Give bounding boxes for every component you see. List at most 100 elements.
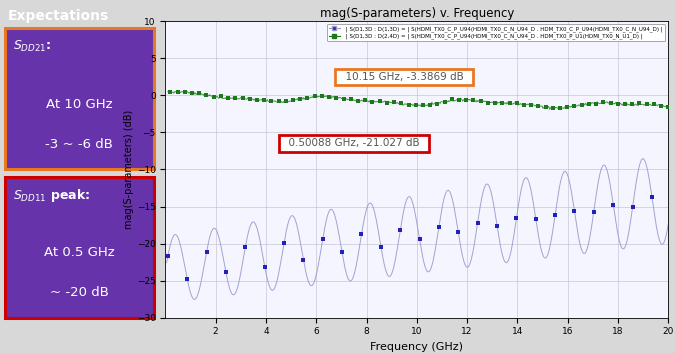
Point (356, 231, 367, 237)
Point (418, 102, 429, 108)
Point (403, 102, 414, 108)
Point (612, 101, 623, 107)
Point (309, 94, 320, 99)
Point (647, 194, 657, 200)
Point (562, 104, 572, 110)
Point (589, 209, 599, 215)
Point (475, 98, 486, 104)
Point (461, 97, 472, 103)
Point (180, 89, 190, 94)
Point (511, 216, 522, 221)
Point (374, 98, 385, 104)
Text: 0.50088 GHz, -21.027 dB: 0.50088 GHz, -21.027 dB (282, 138, 426, 149)
Point (432, 101, 443, 107)
Point (352, 98, 363, 103)
Point (454, 97, 464, 103)
Point (663, 104, 674, 110)
Point (381, 100, 392, 106)
X-axis label: Frequency (GHz): Frequency (GHz) (371, 342, 463, 352)
Text: 10.15 GHz, -3.3869 dB: 10.15 GHz, -3.3869 dB (339, 72, 470, 82)
Point (627, 204, 638, 210)
Title: mag(S-parameters) v. Frequency: mag(S-parameters) v. Frequency (320, 7, 514, 20)
Point (526, 103, 537, 108)
Text: -3 ~ -6 dB: -3 ~ -6 dB (45, 138, 113, 150)
Point (165, 89, 176, 95)
Point (187, 90, 198, 96)
Point (273, 98, 284, 104)
Point (518, 102, 529, 108)
Text: ~ -20 dB: ~ -20 dB (50, 286, 109, 299)
Point (237, 95, 248, 101)
Point (201, 92, 212, 98)
Point (215, 94, 226, 99)
Point (337, 250, 348, 255)
Point (453, 229, 464, 235)
Point (540, 104, 551, 110)
Point (396, 100, 407, 106)
Point (288, 98, 298, 103)
Point (221, 269, 232, 275)
Point (634, 101, 645, 106)
Point (279, 240, 290, 246)
Point (576, 102, 587, 107)
Point (163, 253, 173, 259)
Point (410, 102, 421, 108)
Point (620, 101, 630, 107)
Text: $S_{DD21}$:: $S_{DD21}$: (13, 39, 51, 54)
Point (608, 202, 618, 208)
FancyBboxPatch shape (5, 28, 154, 169)
Point (194, 90, 205, 96)
Point (389, 99, 400, 105)
Point (547, 105, 558, 111)
Legend:  | S(D1,3D : D(1,3D) = | S(HDMI_TX0_C_P_U94(HDMI_TX0_C_N_U94_D . HDM_TX0_C_P_U94: | S(D1,3D : D(1,3D) = | S(HDMI_TX0_C_P_U… (327, 24, 666, 41)
Point (338, 96, 349, 102)
Point (201, 249, 212, 255)
Point (346, 96, 356, 102)
Point (472, 221, 483, 226)
Point (252, 97, 263, 102)
Point (244, 96, 255, 102)
Point (360, 97, 371, 103)
Point (266, 98, 277, 104)
Point (497, 100, 508, 106)
Point (223, 95, 234, 101)
Point (230, 95, 241, 101)
Point (375, 244, 386, 250)
Text: At 10 GHz: At 10 GHz (46, 98, 113, 111)
Point (591, 101, 601, 107)
Point (367, 99, 378, 105)
Text: At 0.5 GHz: At 0.5 GHz (44, 246, 115, 259)
Point (259, 264, 270, 269)
Point (317, 94, 327, 99)
Point (531, 216, 541, 221)
Point (483, 100, 493, 106)
Point (295, 96, 306, 101)
Point (641, 101, 652, 107)
Point (569, 208, 580, 214)
Point (317, 236, 328, 242)
Point (598, 99, 609, 104)
Point (240, 244, 250, 250)
Point (512, 100, 522, 106)
Text: $S_{DD11}$ peak:: $S_{DD11}$ peak: (13, 187, 90, 204)
Point (182, 276, 192, 282)
Y-axis label: mag(S-parameters) (dB): mag(S-parameters) (dB) (124, 110, 134, 229)
Point (324, 94, 335, 100)
Point (627, 101, 638, 107)
Point (489, 100, 500, 106)
Point (302, 95, 313, 100)
Point (649, 101, 659, 107)
Point (446, 97, 457, 102)
Point (504, 101, 515, 106)
Point (468, 97, 479, 103)
Point (605, 100, 616, 106)
Point (583, 101, 594, 107)
Point (433, 224, 444, 229)
Point (569, 103, 580, 109)
Point (280, 98, 291, 104)
Point (172, 89, 183, 94)
Point (298, 257, 309, 262)
Point (655, 103, 666, 108)
Point (533, 103, 544, 109)
Point (395, 227, 406, 233)
